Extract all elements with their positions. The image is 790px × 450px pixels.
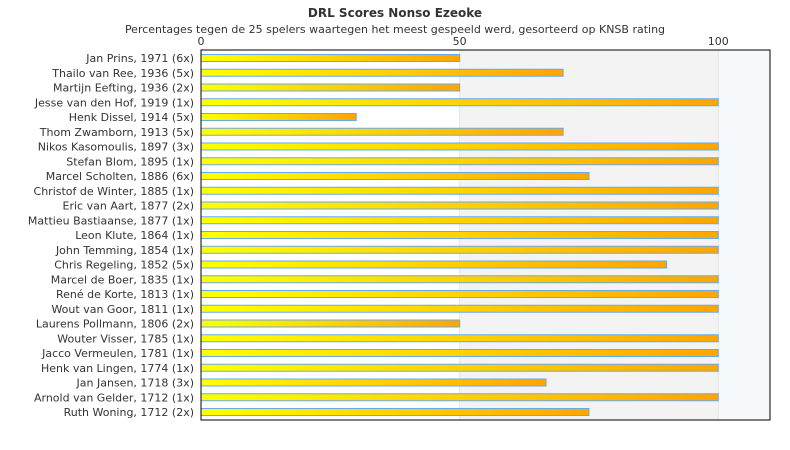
- category-label: Stefan Blom, 1895 (1x): [66, 155, 194, 168]
- category-label: Henk Dissel, 1914 (5x): [69, 111, 194, 124]
- bar: [200, 157, 719, 166]
- bar: [200, 68, 564, 77]
- bar: [200, 393, 719, 402]
- bar: [200, 304, 719, 313]
- bar: [200, 378, 547, 387]
- category-label: Jan Jansen, 1718 (3x): [76, 377, 194, 390]
- bar: [200, 83, 461, 92]
- category-label: Wout van Goor, 1811 (1x): [51, 303, 194, 316]
- x-tick-label: 100: [708, 35, 729, 48]
- bar: [200, 54, 461, 62]
- bar: [200, 201, 719, 210]
- chart-title: DRL Scores Nonso Ezeoke: [307, 6, 483, 20]
- category-label: John Temming, 1854 (1x): [55, 244, 194, 257]
- category-label: Chris Regeling, 1852 (5x): [54, 259, 194, 272]
- bar: [200, 113, 357, 121]
- bar: [200, 408, 590, 416]
- x-tick-label: 0: [198, 35, 205, 48]
- bar: [200, 260, 668, 269]
- category-label: Jacco Vermeulen, 1781 (1x): [41, 347, 194, 360]
- bar: [200, 334, 719, 343]
- bar: [200, 290, 719, 298]
- category-label: Mattieu Bastiaanse, 1877 (1x): [28, 214, 194, 227]
- category-label: Arnold van Gelder, 1712 (1x): [34, 391, 194, 404]
- bar: [200, 319, 461, 328]
- category-label: Marcel de Boer, 1835 (1x): [51, 273, 194, 286]
- bar: [200, 216, 719, 225]
- category-label: Christof de Winter, 1885 (1x): [34, 185, 194, 198]
- category-label: Eric van Aart, 1877 (2x): [63, 200, 194, 213]
- category-label: Thailo van Ree, 1936 (5x): [51, 67, 194, 80]
- bar: [200, 172, 590, 180]
- category-label: Thom Zwamborn, 1913 (5x): [39, 126, 194, 139]
- bar: [200, 186, 719, 195]
- category-label: Nikos Kasomoulis, 1897 (3x): [38, 141, 194, 154]
- category-label: Jan Prins, 1971 (6x): [85, 52, 194, 65]
- category-label: Laurens Pollmann, 1806 (2x): [36, 318, 194, 331]
- category-label: Leon Klute, 1864 (1x): [75, 229, 194, 242]
- category-label: Jesse van den Hof, 1919 (1x): [34, 96, 194, 109]
- bar: [200, 363, 719, 372]
- band-100-plus: [718, 50, 770, 420]
- category-label: Marcel Scholten, 1886 (6x): [46, 170, 194, 183]
- x-tick-label: 50: [453, 35, 467, 48]
- bar: [200, 127, 564, 136]
- bar: [200, 98, 719, 107]
- chart-subtitle: Percentages tegen de 25 spelers waartege…: [124, 23, 666, 36]
- bar: [200, 231, 719, 239]
- category-label: Wouter Visser, 1785 (1x): [57, 332, 194, 345]
- bar: [200, 275, 719, 284]
- category-label: Henk van Lingen, 1774 (1x): [41, 362, 194, 375]
- category-label: Martijn Eefting, 1936 (2x): [53, 82, 194, 95]
- bar: [200, 245, 719, 254]
- bar: [200, 142, 719, 151]
- category-label: René de Korte, 1813 (1x): [56, 288, 194, 301]
- category-label: Ruth Woning, 1712 (2x): [64, 406, 194, 419]
- plot-border: [200, 49, 771, 421]
- bar: [200, 349, 719, 357]
